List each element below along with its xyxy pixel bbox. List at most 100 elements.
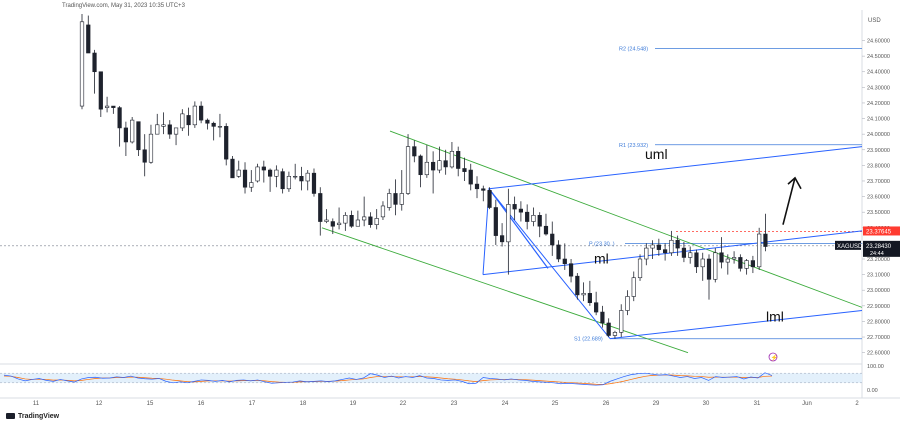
lower-median-label: lml bbox=[766, 308, 784, 324]
candle-body bbox=[86, 24, 91, 54]
price-tick-label: 24.20000 bbox=[867, 101, 890, 107]
candle-body bbox=[663, 249, 668, 254]
candle-body bbox=[368, 216, 373, 225]
candle-body bbox=[587, 293, 592, 303]
time-tick-label: 25 bbox=[552, 401, 559, 407]
time-tick-label: 16 bbox=[198, 401, 205, 407]
candle-body bbox=[493, 207, 498, 236]
candle-body bbox=[255, 166, 260, 182]
event-marker-glyph-icon: ⚡ bbox=[771, 354, 778, 362]
symbol-label: XAGUSD bbox=[837, 244, 863, 250]
pivot-label: R1 (23.932) bbox=[619, 143, 648, 149]
candle-body bbox=[305, 172, 310, 182]
candle-body bbox=[324, 219, 329, 222]
candle-body bbox=[738, 257, 743, 269]
candle-body bbox=[380, 205, 386, 218]
time-tick-label: 19 bbox=[350, 401, 357, 407]
price-axis-currency: USD bbox=[868, 18, 881, 24]
candle-body bbox=[104, 105, 110, 108]
candle-body bbox=[393, 193, 398, 205]
candle-body bbox=[606, 322, 611, 336]
time-tick-label: 29 bbox=[653, 401, 660, 407]
candle-body bbox=[556, 244, 561, 260]
channel-upper-line bbox=[389, 130, 863, 308]
price-tick-label: 24.60000 bbox=[867, 39, 890, 45]
time-tick-label: 17 bbox=[249, 401, 256, 407]
candle-body bbox=[531, 215, 536, 222]
candle-body bbox=[355, 219, 360, 227]
price-axis[interactable]: USD 24.60000 24.50000 24.40000 24.30000 24.20… bbox=[835, 18, 900, 357]
price-tick-label: 23.50000 bbox=[867, 210, 890, 216]
price-tick-label: 24.40000 bbox=[867, 70, 890, 76]
time-tick-label: 15 bbox=[147, 401, 154, 407]
candle-body bbox=[550, 233, 555, 246]
candle-body bbox=[92, 52, 97, 73]
candle-body bbox=[700, 258, 705, 268]
price-tick-label: 22.60000 bbox=[867, 351, 890, 357]
rsi-tick-label: 100.00 bbox=[867, 364, 884, 370]
candle-body bbox=[274, 169, 279, 177]
current-price-badge bbox=[863, 240, 900, 257]
candle-body bbox=[525, 211, 530, 222]
time-tick-label: 12 bbox=[96, 401, 103, 407]
resistance-price-badge bbox=[863, 226, 900, 236]
candle-body bbox=[311, 172, 317, 194]
candle-body bbox=[750, 260, 755, 268]
candle-body bbox=[205, 119, 210, 124]
candle-body bbox=[130, 119, 135, 143]
candle-body bbox=[192, 105, 197, 126]
candle-body bbox=[142, 149, 147, 163]
candle-body bbox=[474, 183, 480, 190]
time-tick-label: 22 bbox=[400, 401, 407, 407]
price-tick-label: 22.90000 bbox=[867, 304, 890, 310]
candle-body bbox=[656, 244, 661, 250]
candle-body bbox=[437, 160, 442, 171]
candle-body bbox=[387, 193, 392, 208]
candle-body bbox=[581, 293, 586, 296]
grid bbox=[0, 10, 900, 399]
candle-body bbox=[362, 216, 367, 221]
channel-lower-line bbox=[321, 227, 689, 354]
candle-body bbox=[731, 257, 737, 260]
tradingview-logo-icon bbox=[6, 413, 15, 419]
candle-body bbox=[167, 124, 172, 135]
candle-body bbox=[713, 252, 718, 280]
candles bbox=[79, 14, 768, 339]
candle-body bbox=[644, 247, 649, 260]
candle-body bbox=[487, 190, 492, 208]
time-tick-label: 31 bbox=[754, 401, 761, 407]
time-tick-label: 26 bbox=[603, 401, 610, 407]
candle-body bbox=[468, 169, 473, 185]
price-tick-label: 23.10000 bbox=[867, 273, 890, 279]
candle-body bbox=[619, 310, 624, 333]
brand-logo: TradingView bbox=[6, 413, 59, 420]
candle-body bbox=[286, 175, 292, 190]
candle-body bbox=[612, 332, 618, 336]
candle-body bbox=[299, 175, 304, 182]
price-tick-label: 24.50000 bbox=[867, 54, 890, 60]
candle-body bbox=[631, 277, 636, 297]
candle-body bbox=[431, 161, 436, 171]
pivot-label: R2 (24.548) bbox=[619, 47, 648, 53]
candle-body bbox=[763, 233, 768, 247]
price-tick-label: 23.00000 bbox=[867, 288, 890, 294]
candle-body bbox=[180, 113, 185, 129]
candle-body bbox=[412, 146, 417, 157]
rsi-tick-label: 0.00 bbox=[867, 388, 878, 394]
candle-body bbox=[230, 158, 235, 179]
price-tick-label: 22.70000 bbox=[867, 335, 890, 341]
candle-body bbox=[224, 126, 229, 160]
candle-body bbox=[757, 233, 762, 268]
time-axis[interactable]: 11 12 15 16 17 18 19 22 23 24 25 26 29 30 31 Jun 2 bbox=[33, 401, 859, 407]
candle-body bbox=[562, 258, 567, 264]
candle-body bbox=[249, 182, 254, 188]
candle-body bbox=[424, 161, 429, 176]
candle-body bbox=[236, 169, 241, 177]
candle-body bbox=[161, 124, 166, 127]
candle-body bbox=[543, 225, 549, 235]
rsi-pane: 100.00 0.00 ⚡ bbox=[0, 352, 884, 394]
candle-body bbox=[675, 239, 680, 249]
pitchfork-swing-line bbox=[488, 188, 549, 269]
candle-body bbox=[343, 215, 348, 224]
